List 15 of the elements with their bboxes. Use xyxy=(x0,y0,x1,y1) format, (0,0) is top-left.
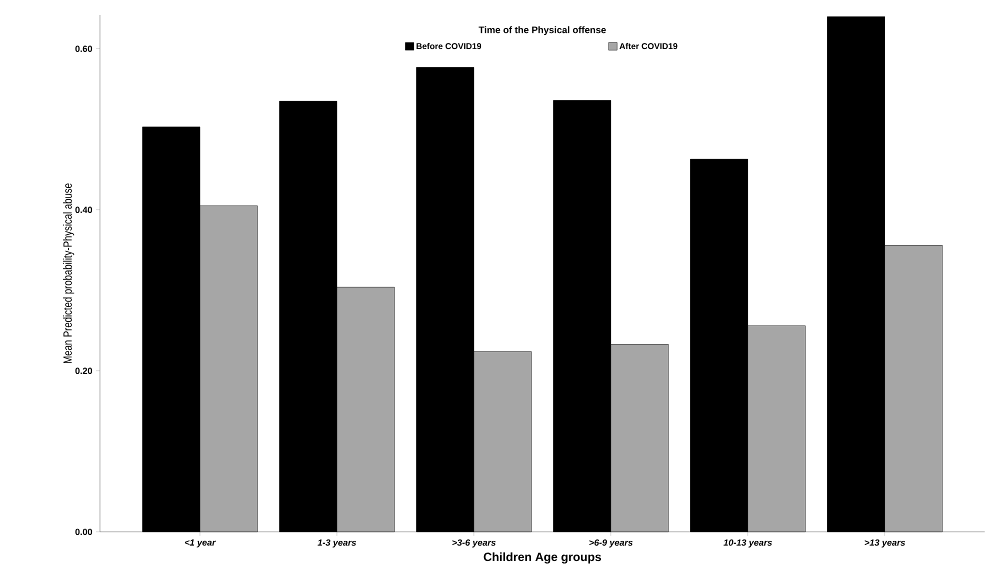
x-tick-label: >13 years xyxy=(864,539,906,548)
x-tick-label: >6-9 years xyxy=(589,539,633,548)
y-axis-title: Mean Predicted probability-Physical abuse xyxy=(63,184,74,364)
x-axis-title: Children Age groups xyxy=(484,552,602,564)
legend-title: Time of the Physical offense xyxy=(478,26,606,36)
y-tick-label: 0.20 xyxy=(75,368,92,374)
y-tick-label: 0.60 xyxy=(75,46,92,52)
x-tick-label: >3-6 years xyxy=(452,539,496,548)
legend-label: After COVID19 xyxy=(620,42,678,50)
x-tick-label: 1-3 years xyxy=(318,539,356,548)
x-tick-label: 10-13 years xyxy=(724,539,772,548)
x-tick-label: <1 year xyxy=(184,539,216,548)
legend-label: Before COVID19 xyxy=(416,42,482,50)
y-tick-label: 0.00 xyxy=(75,528,92,536)
y-tick-label: 0.40 xyxy=(75,206,92,214)
